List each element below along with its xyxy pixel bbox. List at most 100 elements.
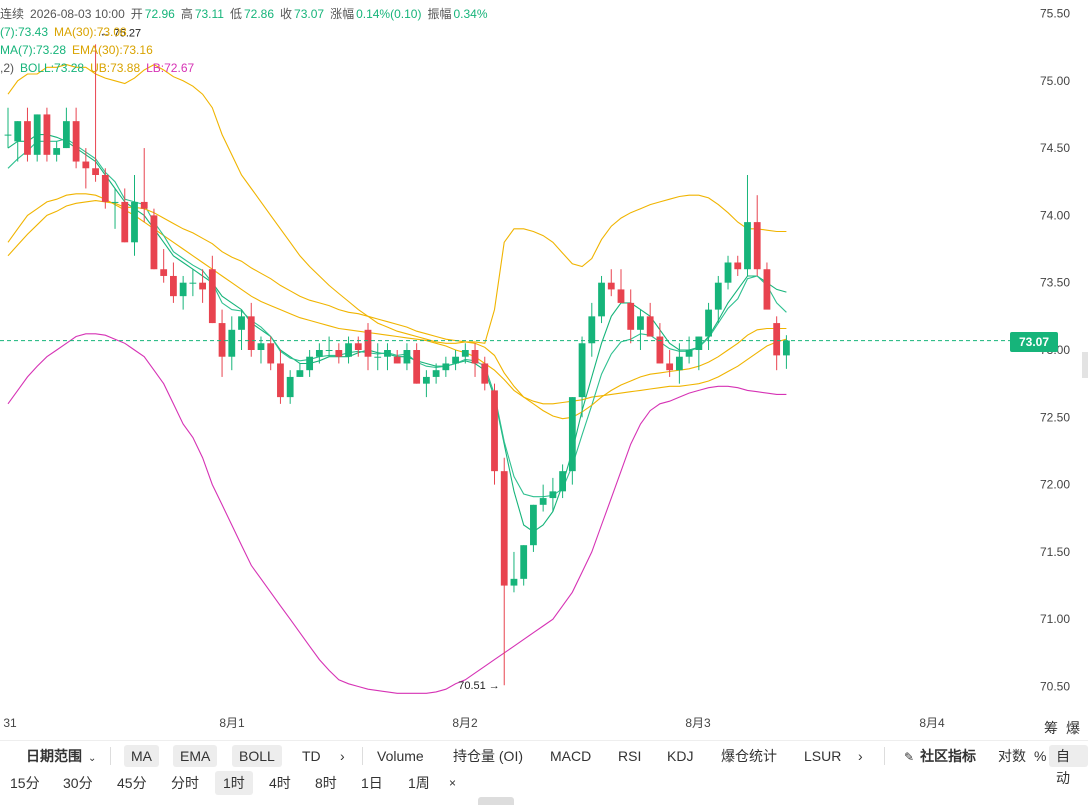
candle-body — [62, 121, 70, 149]
candle-body — [559, 471, 567, 492]
panel-oi-button[interactable]: 持仓量 (OI) — [453, 748, 523, 764]
resize-handle[interactable] — [478, 797, 514, 805]
log-scale-toggle[interactable]: 对数 — [998, 748, 1026, 764]
candle-body — [53, 148, 61, 155]
candle-body — [286, 376, 294, 398]
boll-mid-legend: BOLL:73.28 — [20, 61, 85, 75]
series-line-ub — [7, 63, 787, 344]
panel-kdj-button[interactable]: KDJ — [667, 748, 694, 764]
candle-body — [491, 390, 498, 472]
candle-body — [111, 201, 119, 203]
candle-body — [744, 222, 751, 270]
candle-body — [705, 309, 712, 337]
indicator-ema-button[interactable]: EMA — [173, 745, 218, 767]
candle-body — [510, 578, 518, 586]
candle-body — [24, 121, 31, 155]
candle-body — [170, 275, 177, 297]
auto-scale-toggle[interactable]: 自动 — [1049, 745, 1088, 786]
candle-body — [783, 340, 790, 356]
candlestick-chart[interactable]: 75.5075.0074.5074.0073.5073.0072.5072.00… — [0, 0, 1088, 740]
community-indicators-button[interactable]: ✎ 社区指标 — [904, 745, 976, 767]
candle-body — [500, 471, 508, 586]
chip-distribution-button[interactable]: 筹 — [1044, 720, 1058, 736]
indicator-ma-button[interactable]: MA — [124, 745, 159, 767]
x-tick-label: 8月4 — [919, 716, 945, 730]
boll-ub-legend: UB:73.88 — [90, 61, 141, 75]
candle-body — [413, 350, 421, 384]
indicator-boll-button[interactable]: BOLL — [232, 745, 282, 767]
candle-body — [656, 336, 664, 364]
candle-body — [549, 491, 557, 499]
candle-body — [208, 269, 216, 324]
candle-body — [471, 350, 479, 364]
panel-macd-button[interactable]: MACD — [550, 748, 592, 764]
candle-body — [364, 329, 372, 357]
open-value: 72.96 — [144, 7, 175, 21]
x-tick-label: 8月3 — [685, 716, 711, 730]
liquidation-map-button[interactable]: 爆 — [1066, 720, 1080, 736]
candle-body — [92, 168, 99, 175]
candle-body — [82, 161, 90, 169]
chevron-right-icon[interactable]: › — [340, 748, 345, 764]
y-tick-label: 75.50 — [1040, 6, 1070, 20]
x-tick-label: 8月1 — [219, 716, 245, 730]
candle-body — [763, 269, 771, 310]
candle-body — [734, 262, 742, 270]
y-tick-label: 71.50 — [1040, 545, 1070, 559]
candle-body — [296, 370, 304, 377]
y-tick-label: 73.50 — [1040, 276, 1070, 290]
chart-canvas[interactable]: 75.5075.0074.5074.0073.5073.0072.5072.00… — [0, 0, 1088, 740]
interval-30m[interactable]: 30分 — [63, 775, 93, 791]
close-icon[interactable]: × — [449, 776, 457, 790]
candle-body — [461, 350, 469, 357]
low-value: 72.86 — [243, 7, 275, 21]
chevron-right-icon[interactable]: › — [858, 748, 863, 764]
ema-legend: MA(7):73.28 EMA(30):73.16 — [0, 42, 159, 58]
ma30-legend: MA(30):73.08 — [54, 25, 127, 39]
interval-45m[interactable]: 45分 — [117, 775, 147, 791]
interval-1h[interactable]: 1时 — [215, 771, 253, 795]
interval-4h[interactable]: 4时 — [269, 775, 291, 791]
panel-liquidation-button[interactable]: 爆仓统计 — [721, 748, 777, 764]
candle-body — [384, 350, 391, 357]
candle-body — [218, 323, 226, 357]
amplitude-value: 0.34% — [453, 7, 488, 21]
candle-body — [588, 316, 596, 344]
boll-params: ,2) — [0, 61, 15, 75]
candle-body — [607, 282, 615, 290]
candle-body — [675, 356, 683, 371]
candle-body — [4, 134, 12, 136]
panel-lsur-button[interactable]: LSUR — [804, 748, 842, 764]
candle-body — [354, 343, 362, 350]
indicator-td-button[interactable]: TD — [302, 748, 321, 764]
candle-body — [33, 114, 41, 155]
candle-body — [617, 289, 625, 303]
interval-1d[interactable]: 1日 — [361, 775, 383, 791]
interval-1w[interactable]: 1周 — [408, 775, 430, 791]
candle-body — [481, 363, 489, 384]
candle-body — [345, 343, 352, 357]
side-collapse-handle[interactable] — [1082, 352, 1088, 378]
candle-body — [685, 350, 693, 357]
date-range-button[interactable]: 日期范围 ⌄ — [26, 745, 96, 767]
interval-timeline[interactable]: 分时 — [171, 775, 199, 791]
ema30-legend: EMA(30):73.16 — [72, 43, 153, 57]
boll-lb-legend: LB:72.67 — [146, 61, 195, 75]
candle-body — [121, 201, 129, 243]
candle-body — [695, 336, 703, 350]
ma-legend: (7):73.43 MA(30):73.08 — [0, 24, 133, 40]
candle-body — [101, 175, 109, 202]
candle-body — [335, 350, 343, 357]
interval-15m[interactable]: 15分 — [10, 775, 40, 791]
candle-body — [637, 316, 644, 330]
interval-8h[interactable]: 8时 — [315, 775, 337, 791]
low-annotation: 70.51 → — [458, 680, 500, 692]
candle-body — [773, 323, 781, 356]
panel-rsi-button[interactable]: RSI — [618, 748, 642, 764]
candle-body — [646, 316, 654, 337]
candle-body — [666, 363, 674, 371]
change-value: 0.14%(0.10) — [356, 7, 422, 21]
panel-volume-button[interactable]: Volume — [377, 748, 424, 764]
candle-body — [403, 350, 411, 364]
percent-scale-toggle[interactable]: % — [1034, 748, 1047, 764]
